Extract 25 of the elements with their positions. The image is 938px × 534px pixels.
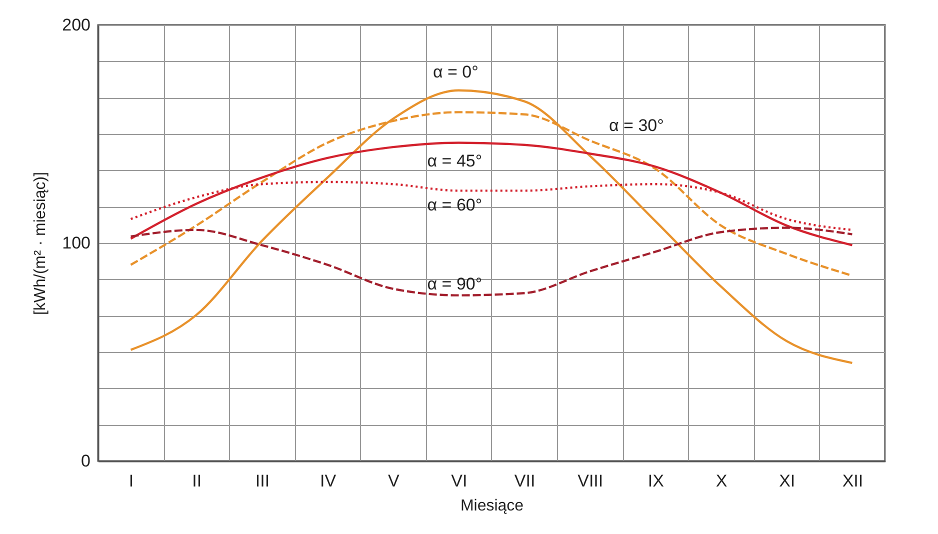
y-tick-label: 100 <box>62 234 90 252</box>
x-tick-label: XI <box>779 472 796 490</box>
x-tick-label: IX <box>648 472 664 490</box>
x-tick-label: II <box>192 472 202 490</box>
x-tick-label: I <box>128 472 134 490</box>
line-series <box>130 142 854 246</box>
x-tick-label: VIII <box>578 472 604 490</box>
line-series <box>130 226 854 296</box>
x-tick-label: V <box>388 472 400 490</box>
series-label: α = 60° <box>427 196 482 215</box>
y-tick-label: 200 <box>62 16 90 34</box>
line-series <box>130 89 854 364</box>
series-label: α = 30° <box>608 116 664 135</box>
x-tick-label: X <box>716 472 728 490</box>
x-tick-label: VII <box>514 472 536 490</box>
x-axis-title: Miesiące <box>460 498 524 514</box>
x-tick-label: III <box>255 472 270 490</box>
x-tick-label: XII <box>842 472 864 490</box>
y-axis-title: [kWh/(m² · miesiąc)] <box>32 172 50 316</box>
y-tick-label: 0 <box>81 452 90 470</box>
series-label: α = 45° <box>427 152 482 171</box>
x-tick-label: IV <box>320 472 337 490</box>
series-label: α = 0° <box>432 62 478 82</box>
series-label: α = 90° <box>427 274 482 294</box>
x-tick-label: VI <box>451 472 468 490</box>
